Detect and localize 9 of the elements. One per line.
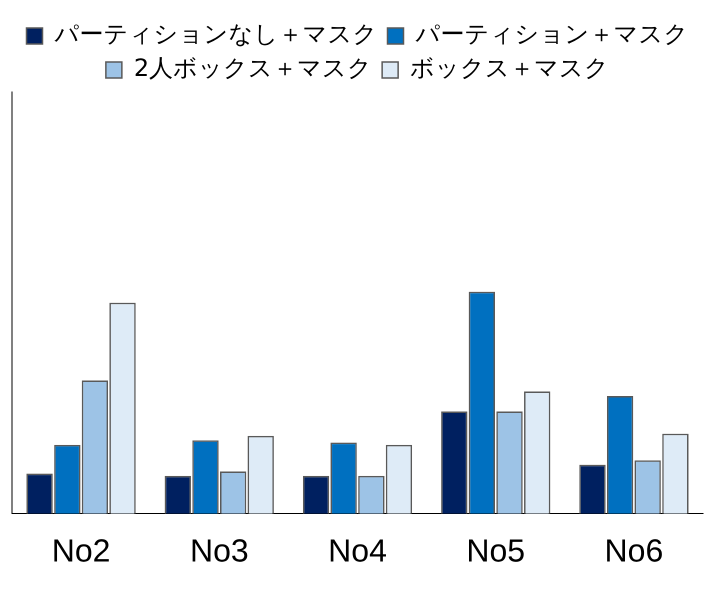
x-tick-label: No4 [328,532,387,569]
x-tick-label: No2 [52,532,110,569]
legend-label: 2人ボックス＋マスク [134,54,372,82]
x-tick-label: No3 [190,532,249,569]
legend-label: パーティション＋マスク [414,20,688,48]
legend-label: パーティションなし＋マスク [54,20,378,48]
x-tick-label: No6 [604,532,664,569]
x-tick-label: No5 [466,532,526,569]
legend-label: ボックス＋マスク [410,54,610,82]
